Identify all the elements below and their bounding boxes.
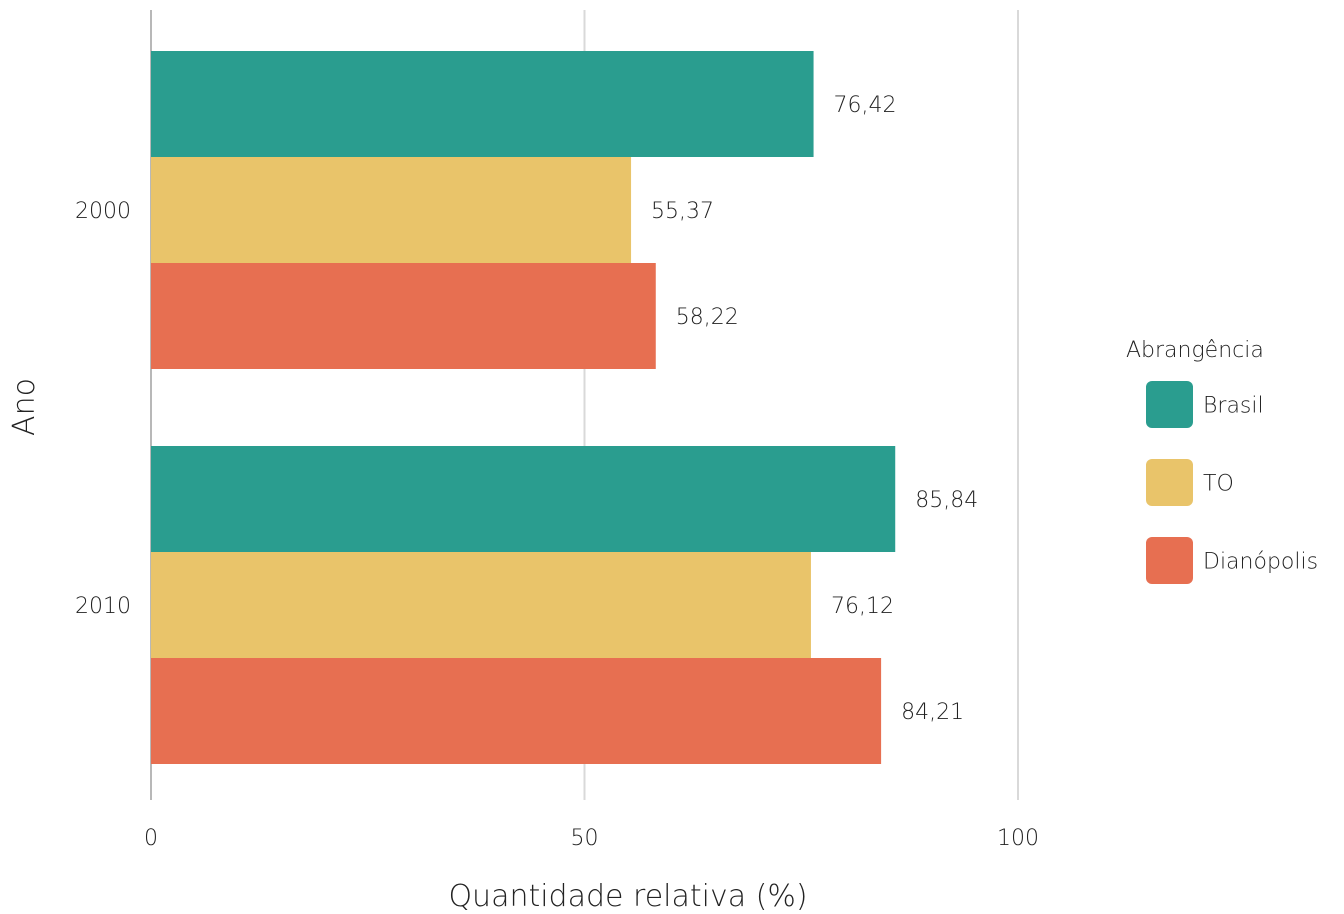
data-label: 84,21 xyxy=(901,700,964,725)
legend-label: Brasil xyxy=(1203,394,1264,419)
bar-labels: 76,42 55,37 58,22 85,84 76,12 84,21 xyxy=(651,93,978,725)
bar-to-2000 xyxy=(151,157,632,263)
data-label: 55,37 xyxy=(651,199,714,224)
bar-dianópolis-2010 xyxy=(151,658,882,764)
legend-swatch-brasil xyxy=(1146,381,1193,428)
legend: Abrangência Brasil TO Dianópolis xyxy=(1126,338,1318,584)
legend-label: TO xyxy=(1203,472,1234,497)
data-label: 76,12 xyxy=(831,594,894,619)
bar-brasil-2010 xyxy=(151,446,896,552)
legend-label: Dianópolis xyxy=(1203,550,1318,575)
legend-title: Abrangência xyxy=(1126,338,1264,363)
data-label: 76,42 xyxy=(834,93,897,118)
y-tick-label: 2000 xyxy=(75,199,131,224)
x-tick-label: 0 xyxy=(144,826,158,851)
y-axis-title: Ano xyxy=(7,378,42,436)
x-tick-label: 100 xyxy=(997,826,1039,851)
y-tick-label: 2010 xyxy=(75,594,131,619)
data-label: 58,22 xyxy=(676,305,739,330)
bar-to-2010 xyxy=(151,552,811,658)
bar-brasil-2000 xyxy=(151,51,814,157)
legend-swatch-dianópolis xyxy=(1146,537,1193,584)
x-axis-title: Quantidade relativa (%) xyxy=(448,879,807,914)
x-tick-label: 50 xyxy=(571,826,599,851)
x-tick-labels: 0 50 100 xyxy=(144,826,1039,851)
y-tick-labels: 2000 2010 xyxy=(75,199,131,619)
bar-dianópolis-2000 xyxy=(151,263,656,369)
bars xyxy=(151,51,896,764)
legend-swatch-to xyxy=(1146,459,1193,506)
data-label: 85,84 xyxy=(915,488,978,513)
